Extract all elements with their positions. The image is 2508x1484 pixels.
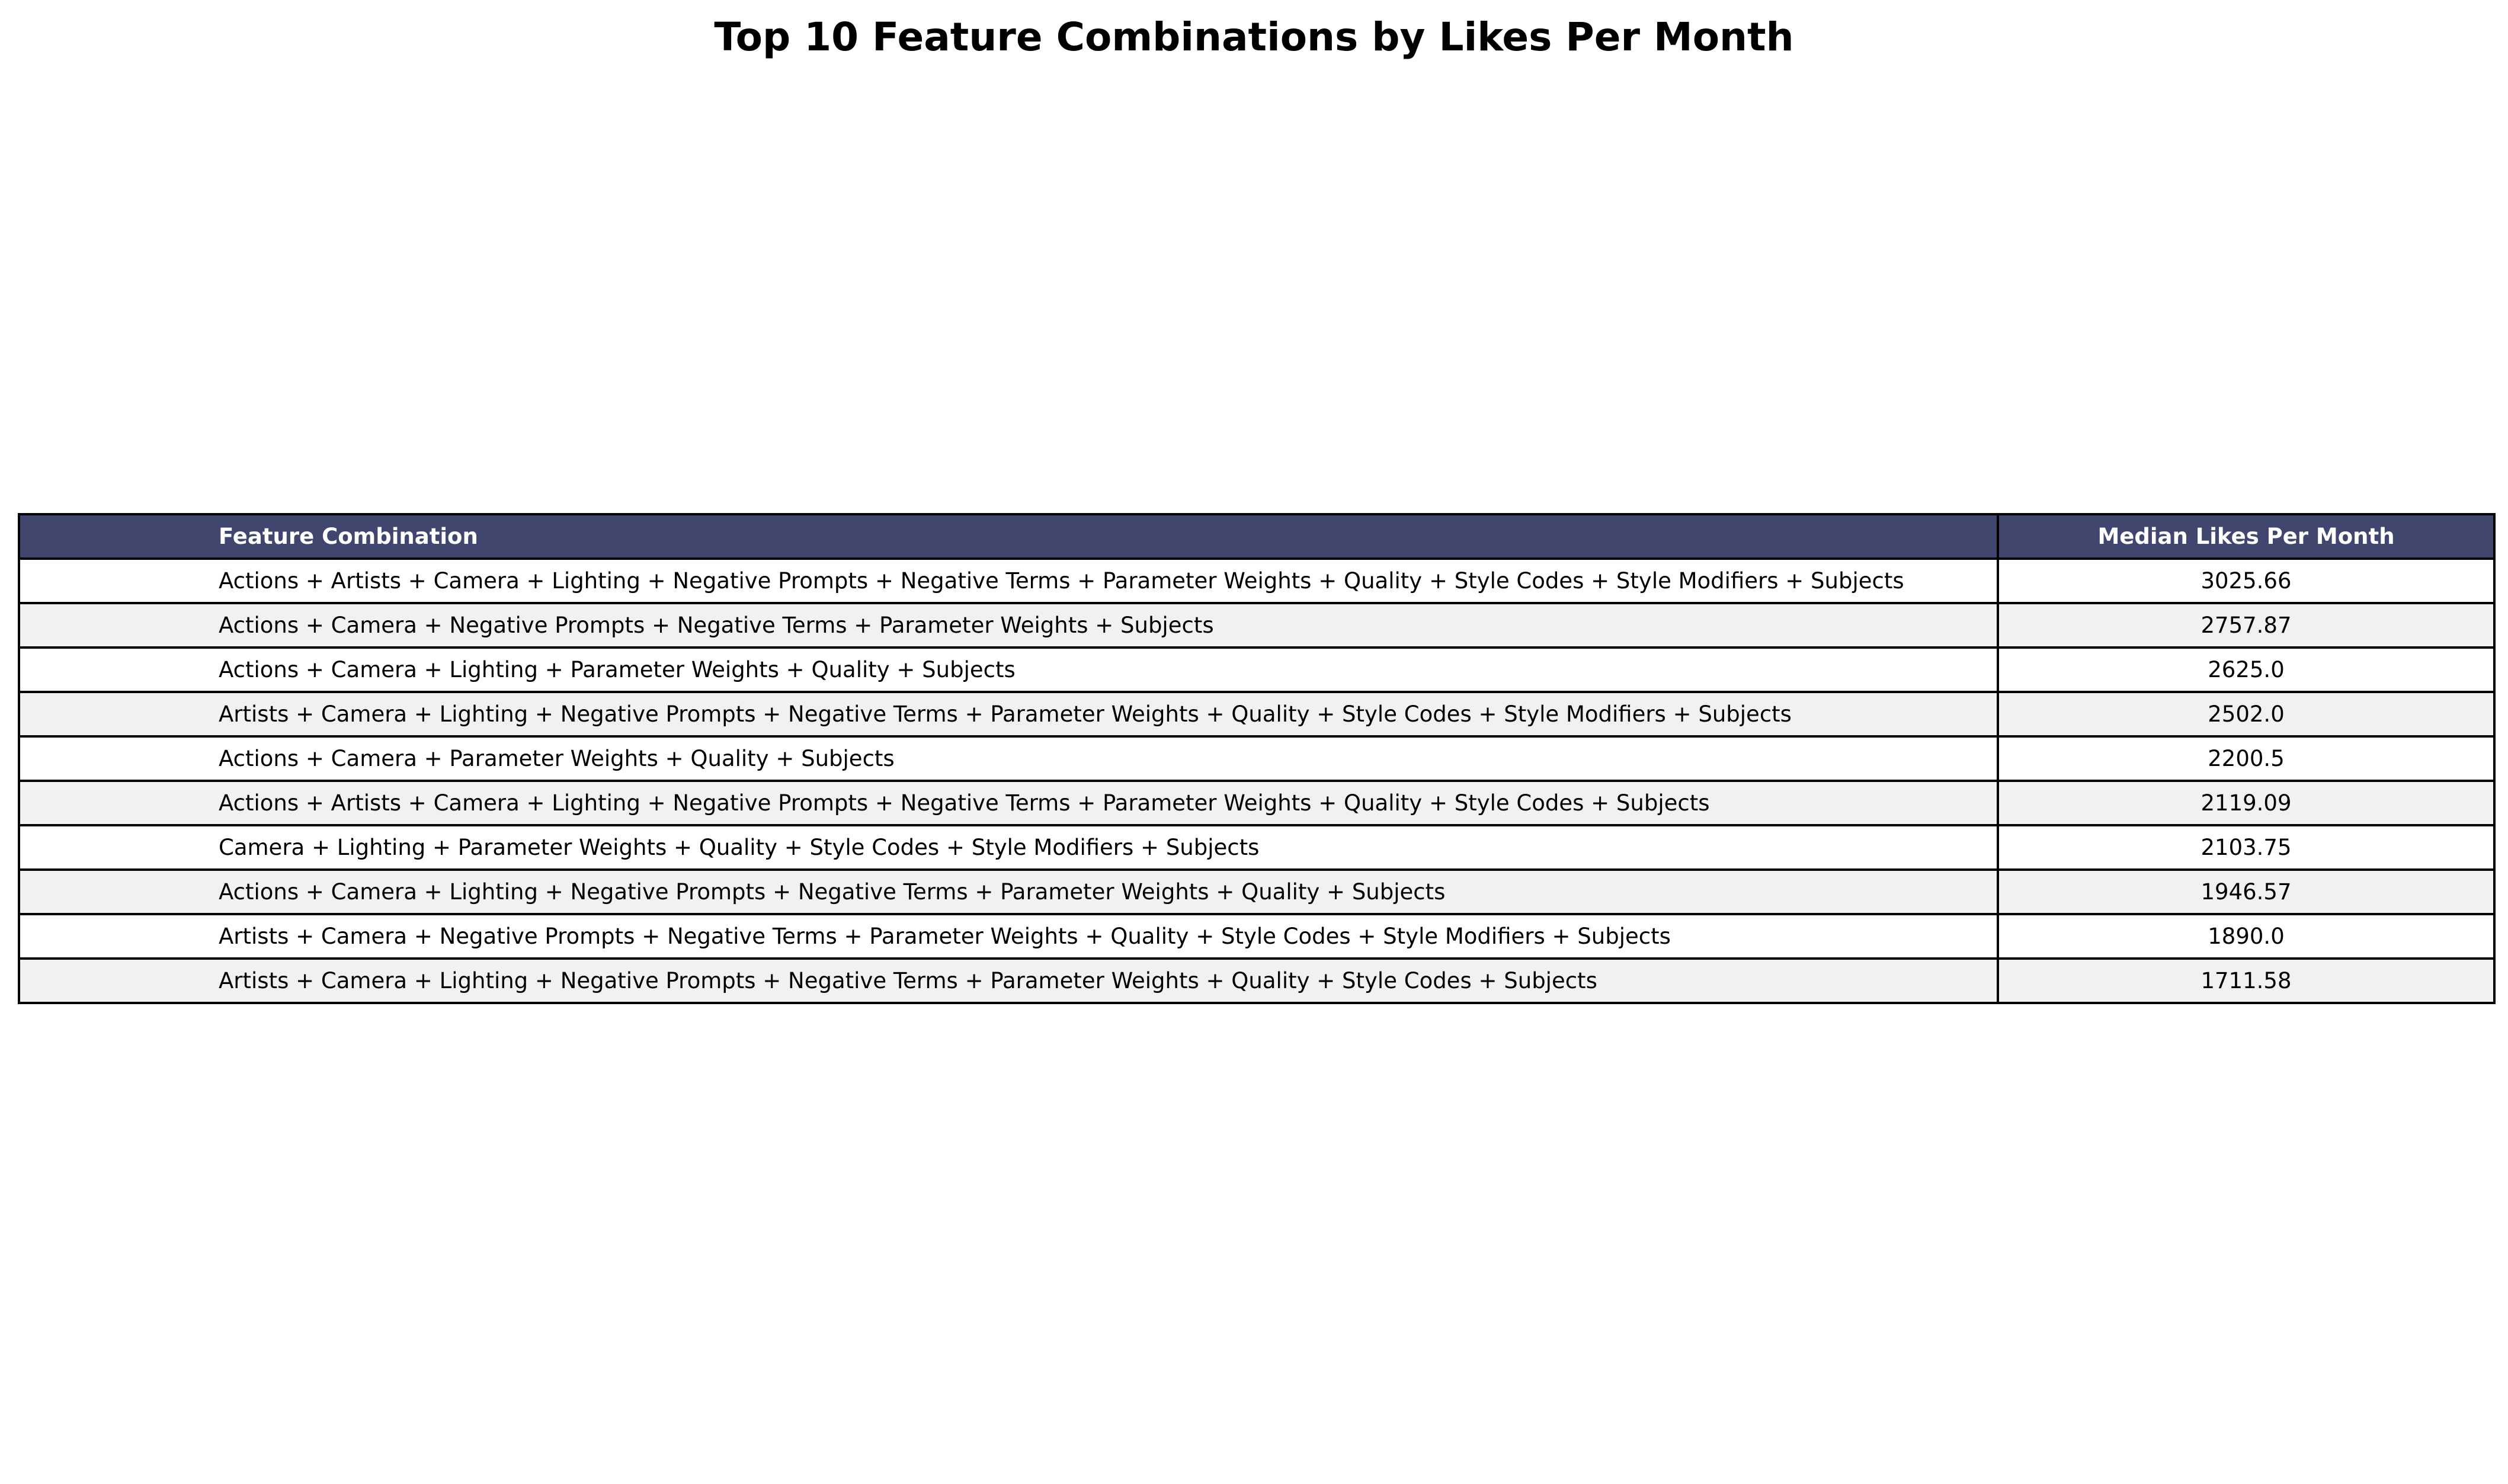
table-row: Artists + Camera + Negative Prompts + Ne…	[18, 913, 2496, 960]
table-row: Actions + Camera + Parameter Weights + Q…	[18, 735, 2496, 782]
feature-combination-cell: Artists + Camera + Lighting + Negative P…	[18, 691, 1999, 738]
feature-combination-cell: Actions + Camera + Negative Prompts + Ne…	[18, 602, 1999, 649]
median-likes-cell: 2625.0	[1997, 646, 2496, 693]
median-likes-cell: 1711.58	[1997, 957, 2496, 1004]
feature-combination-cell: Actions + Camera + Lighting + Parameter …	[18, 646, 1999, 693]
column-header-median-likes: Median Likes Per Month	[1997, 513, 2496, 560]
median-likes-cell: 2757.87	[1997, 602, 2496, 649]
table-row: Actions + Artists + Camera + Lighting + …	[18, 780, 2496, 826]
table-header-row: Feature Combination Median Likes Per Mon…	[18, 513, 2496, 560]
feature-combination-cell: Camera + Lighting + Parameter Weights + …	[18, 824, 1999, 871]
table-row: Actions + Artists + Camera + Lighting + …	[18, 557, 2496, 604]
median-likes-cell: 2200.5	[1997, 735, 2496, 782]
median-likes-cell: 1946.57	[1997, 868, 2496, 915]
median-likes-cell: 2103.75	[1997, 824, 2496, 871]
median-likes-cell: 2119.09	[1997, 780, 2496, 826]
chart-title: Top 10 Feature Combinations by Likes Per…	[714, 14, 1794, 60]
table-row: Artists + Camera + Lighting + Negative P…	[18, 957, 2496, 1004]
table-row: Camera + Lighting + Parameter Weights + …	[18, 824, 2496, 871]
table-row: Actions + Camera + Lighting + Parameter …	[18, 646, 2496, 693]
median-likes-cell: 1890.0	[1997, 913, 2496, 960]
feature-combination-cell: Actions + Artists + Camera + Lighting + …	[18, 780, 1999, 826]
table-row: Artists + Camera + Lighting + Negative P…	[18, 691, 2496, 738]
median-likes-cell: 2502.0	[1997, 691, 2496, 738]
column-header-feature-combination: Feature Combination	[18, 513, 1999, 560]
feature-combination-cell: Artists + Camera + Lighting + Negative P…	[18, 957, 1999, 1004]
feature-combination-cell: Actions + Camera + Lighting + Negative P…	[18, 868, 1999, 915]
median-likes-cell: 3025.66	[1997, 557, 2496, 604]
table-row: Actions + Camera + Lighting + Negative P…	[18, 868, 2496, 915]
feature-combination-cell: Artists + Camera + Negative Prompts + Ne…	[18, 913, 1999, 960]
feature-combination-cell: Actions + Artists + Camera + Lighting + …	[18, 557, 1999, 604]
table-row: Actions + Camera + Negative Prompts + Ne…	[18, 602, 2496, 649]
feature-combination-cell: Actions + Camera + Parameter Weights + Q…	[18, 735, 1999, 782]
data-table: Feature Combination Median Likes Per Mon…	[18, 513, 2496, 1004]
